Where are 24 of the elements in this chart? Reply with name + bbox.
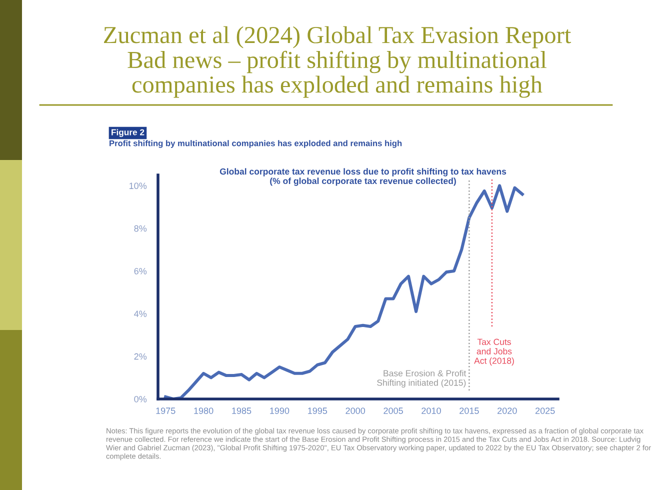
x-tick-label: 1985: [232, 408, 252, 414]
y-tick-label: 8%: [134, 225, 147, 232]
x-tick-label: 1995: [308, 408, 328, 414]
x-tick-label: 2025: [536, 408, 555, 414]
ref-line-label: Base Erosion & Profit Shifting initiated (2015): [377, 370, 466, 388]
y-tick-label: 2%: [134, 353, 147, 360]
x-tick-label: 2005: [384, 408, 403, 414]
annotation: Global corporate tax revenue loss due to profit shifting to tax havens (% of global corporate tax revenue collected): [220, 168, 506, 186]
x-tick-label: 1980: [194, 408, 214, 414]
x-tick-label: 1975: [156, 408, 176, 414]
caption: Figure 2: [112, 128, 144, 138]
y-tick-label: 6%: [134, 268, 147, 274]
y-tick-label: 4%: [134, 310, 147, 317]
x-tick-label: 2010: [422, 408, 441, 414]
x-tick-label: 1990: [270, 408, 290, 414]
y-tick-label: 10%: [130, 182, 147, 190]
ref-line-label: Tax Cuts and Jobs Act (2018): [474, 338, 514, 366]
x-tick-label: 2000: [346, 408, 366, 414]
x-tick-label: 2020: [498, 408, 517, 414]
x-tick-label: 2015: [460, 408, 479, 414]
line-series: [164, 184, 524, 399]
y-tick-label: 0%: [134, 396, 147, 402]
chart-title: Zucman et al (2024) Global Tax Evasion Report Bad news – profit shifting by multinational companies has exploded and remains high: [104, 26, 572, 98]
chart-subtitle: Profit shifting by multinational companies has exploded and remains high: [110, 140, 402, 148]
